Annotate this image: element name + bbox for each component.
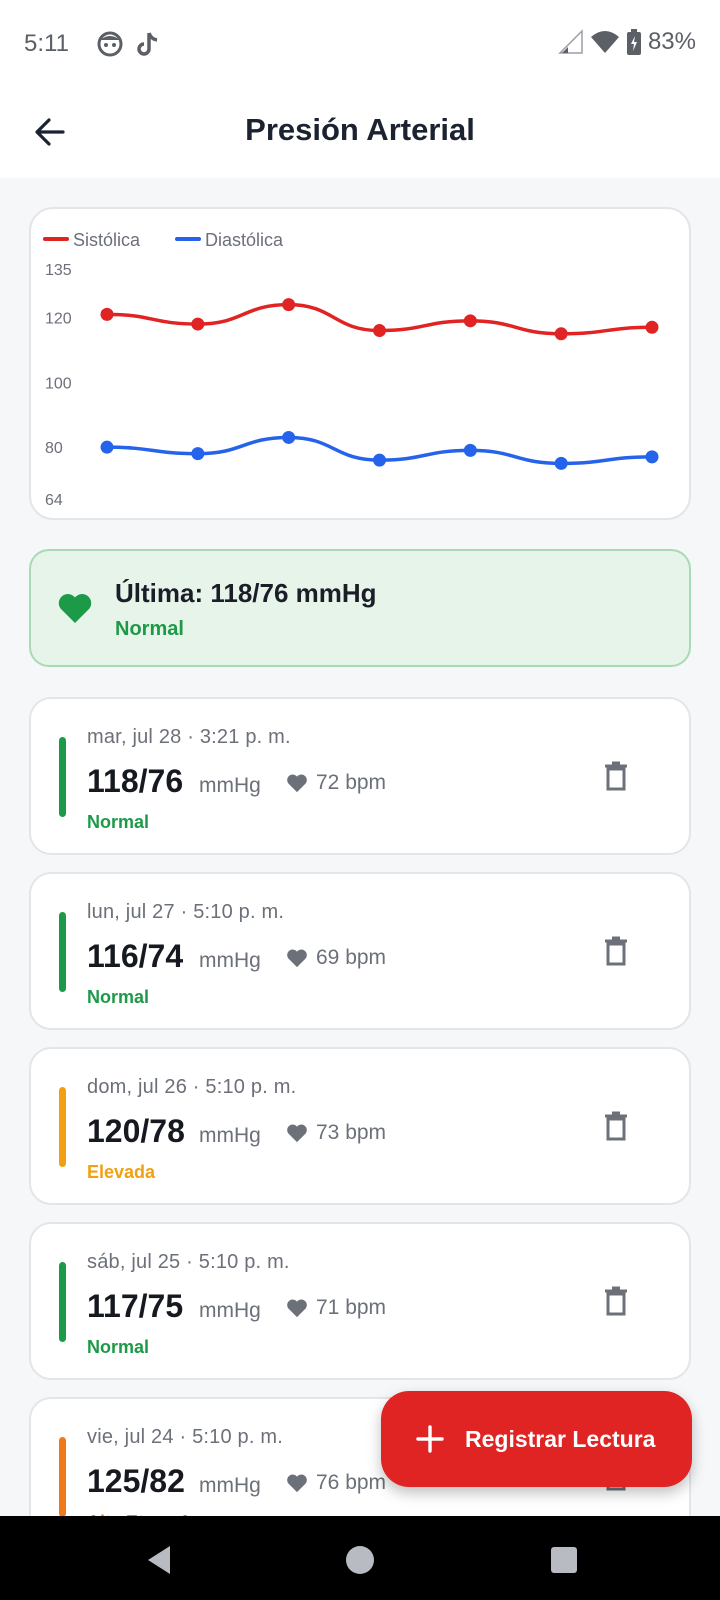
reading-unit: mmHg [199, 949, 261, 972]
plus-icon [416, 1425, 444, 1453]
status-bar: 5:11 83% [0, 0, 720, 88]
heart-rate: 76 bpm [286, 1471, 386, 1495]
y-tick-label: 80 [45, 440, 63, 457]
heart-rate: 69 bpm [286, 946, 386, 970]
latest-reading-title: Última: 118/76 mmHg [115, 578, 377, 608]
y-tick-label: 64 [45, 492, 63, 509]
signal-icon [558, 29, 583, 54]
data-point [645, 450, 659, 464]
reading-date: lun, jul 27 · 5:10 p. m. [87, 901, 285, 923]
category-indicator [59, 1087, 66, 1167]
reading-unit: mmHg [199, 1299, 261, 1322]
heart-icon [287, 949, 307, 968]
reading-card[interactable]: lun, jul 27 · 5:10 p. m. 116/74 mmHg 69 bpm… [29, 872, 691, 1030]
battery-icon [626, 29, 641, 55]
data-point [373, 324, 386, 338]
reading-card[interactable]: mar, jul 28 · 3:21 p. m. 118/76 mmHg 72 bpm… [29, 697, 691, 855]
heart-rate-value: 73 bpm [316, 1121, 387, 1144]
y-axis: 135 120 100 80 64 [45, 262, 72, 509]
heart-icon [287, 774, 307, 793]
data-point [554, 456, 568, 470]
category-indicator [59, 737, 66, 817]
category-indicator [59, 1262, 66, 1342]
reading-value: 120/78 [87, 1113, 185, 1149]
wifi-icon [590, 31, 619, 53]
data-point [100, 440, 114, 454]
reading-category: Elevada [87, 1162, 156, 1182]
reading-date: vie, jul 24 · 5:10 p. m. [87, 1426, 284, 1448]
reading-category: Normal [87, 812, 150, 832]
data-point [191, 317, 205, 331]
trash-icon[interactable] [599, 934, 633, 968]
data-point [100, 307, 114, 321]
reading-unit: mmHg [199, 1124, 261, 1147]
reading-date: sáb, jul 25 · 5:10 p. m. [87, 1251, 290, 1273]
page-title: Presión Arterial [245, 112, 475, 147]
reading-card[interactable]: dom, jul 26 · 5:10 p. m. 120/78 mmHg 73 bpm… [29, 1047, 691, 1205]
data-point [191, 447, 205, 461]
heart-rate-value: 76 bpm [316, 1471, 387, 1494]
data-point [554, 327, 568, 341]
heart-rate: 72 bpm [286, 771, 386, 795]
back-triangle-icon[interactable] [142, 1542, 178, 1578]
reading-date: mar, jul 28 · 3:21 p. m. [87, 726, 291, 748]
y-tick-label: 120 [45, 311, 72, 328]
reading-value: 118/76 [87, 763, 184, 799]
y-tick-label: 135 [45, 262, 72, 279]
category-indicator [59, 912, 66, 992]
trash-icon[interactable] [599, 759, 633, 793]
heart-rate: 71 bpm [286, 1296, 386, 1320]
back-button[interactable] [26, 108, 74, 156]
chart-lines [100, 298, 659, 470]
register-reading-label: Registrar Lectura [465, 1425, 656, 1452]
tiktok-icon [137, 32, 158, 56]
chart-card: Sistólica Diastólica 135 120 100 80 64 [29, 207, 691, 520]
trash-icon[interactable] [599, 1284, 633, 1318]
latest-reading-card: Última: 118/76 mmHg Normal [29, 549, 691, 667]
category-indicator [59, 1437, 66, 1517]
heart-icon [58, 594, 92, 623]
reading-unit: mmHg [199, 1474, 261, 1497]
heart-rate-value: 69 bpm [316, 946, 387, 969]
data-point [463, 443, 477, 457]
data-point [282, 430, 296, 444]
heart-icon [287, 1299, 307, 1318]
reading-date: dom, jul 26 · 5:10 p. m. [87, 1076, 297, 1098]
recents-square-icon[interactable] [546, 1542, 582, 1578]
battery-level: 83% [647, 28, 696, 55]
y-tick-label: 100 [45, 375, 72, 392]
reading-category: Normal [87, 987, 150, 1007]
heart-rate: 73 bpm [286, 1121, 386, 1145]
trash-icon[interactable] [599, 1109, 633, 1143]
heart-rate-value: 72 bpm [316, 771, 387, 794]
face-notification-icon [97, 31, 123, 57]
reading-category: Normal [87, 1337, 150, 1357]
arrow-left-icon [35, 118, 65, 146]
legend-label: Sistólica [73, 230, 141, 250]
status-time: 5:11 [24, 30, 69, 57]
reading-unit: mmHg [199, 774, 261, 797]
status-right: 83% [558, 28, 696, 56]
home-circle-icon[interactable] [342, 1542, 378, 1578]
data-point [373, 453, 386, 467]
reading-value: 116/74 [87, 938, 184, 974]
data-point [282, 298, 296, 312]
heart-icon [287, 1124, 307, 1143]
heart-rate-value: 71 bpm [316, 1296, 387, 1319]
blood-pressure-chart: Sistólica Diastólica 135 120 100 80 64 [43, 230, 659, 509]
reading-card[interactable]: sáb, jul 25 · 5:10 p. m. 117/75 mmHg 71 bpm… [29, 1222, 691, 1380]
reading-value: 125/82 [87, 1463, 185, 1499]
data-point [463, 314, 477, 328]
chart-legend: Sistólica Diastólica [43, 230, 284, 250]
system-nav-bar [0, 1516, 720, 1600]
latest-reading-category: Normal [115, 618, 184, 640]
heart-icon [287, 1474, 307, 1493]
reading-value: 117/75 [87, 1288, 184, 1324]
legend-label: Diastólica [205, 230, 284, 250]
data-point [645, 320, 659, 334]
app-bar: Presión Arterial [0, 88, 720, 178]
register-reading-button[interactable]: Registrar Lectura [381, 1391, 692, 1487]
